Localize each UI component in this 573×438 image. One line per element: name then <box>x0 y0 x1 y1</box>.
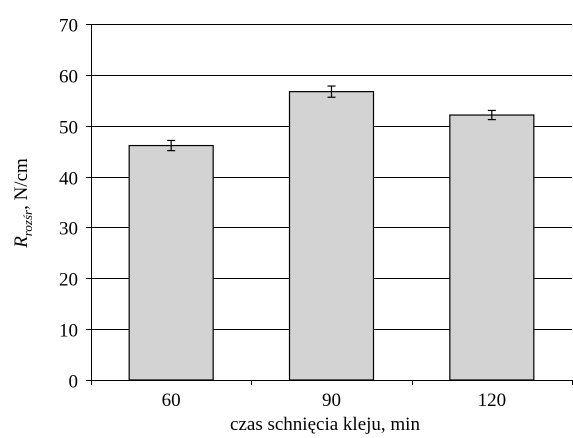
x-tick-labels: 60 90 120 <box>162 390 506 411</box>
y-tick-label: 40 <box>59 169 78 190</box>
y-axis-title: Rrozśr, N/cm <box>11 158 35 249</box>
y-tick-label: 20 <box>59 270 78 291</box>
bar-120 <box>449 114 535 381</box>
y-tick-label: 30 <box>59 219 78 240</box>
y-tick-label: 10 <box>59 321 78 342</box>
y-axis-unit: , N/cm <box>11 158 32 210</box>
y-axis-subscript: rozśr <box>20 209 35 236</box>
y-tick-label: 70 <box>59 16 78 37</box>
y-tick-label: 60 <box>59 67 78 88</box>
y-tick-label: 0 <box>69 372 79 393</box>
y-tick-labels: 0 10 20 30 40 50 60 70 <box>59 16 78 393</box>
y-axis-symbol: R <box>11 236 32 249</box>
bar-90 <box>288 91 375 381</box>
x-tick-label: 90 <box>322 390 341 411</box>
x-tick-label: 120 <box>478 390 507 411</box>
x-axis-title: czas schnięcia kleju, min <box>230 414 420 435</box>
bars <box>128 85 535 381</box>
bar-60 <box>128 144 214 381</box>
axes <box>86 24 573 385</box>
x-tick-label: 60 <box>162 390 181 411</box>
y-tick-label: 50 <box>59 118 78 139</box>
